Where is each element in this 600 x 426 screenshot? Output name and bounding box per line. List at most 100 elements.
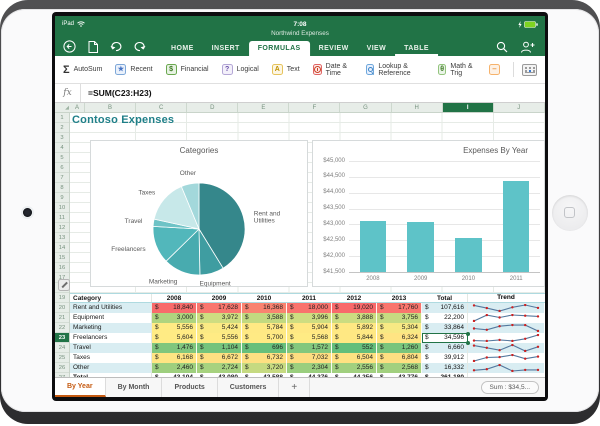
cell-trend-sparkline[interactable] — [468, 323, 544, 333]
cell-trend-sparkline[interactable] — [468, 333, 544, 343]
ribbon-tab-table[interactable]: TABLE — [395, 41, 438, 56]
row-header-9[interactable]: 9 — [55, 193, 69, 203]
cell-category[interactable]: Other — [70, 363, 152, 373]
chart-resize-handle-icon[interactable] — [58, 279, 70, 291]
column-header-B[interactable]: B — [85, 103, 137, 112]
row-header-12[interactable]: 12 — [55, 223, 69, 233]
cell-value[interactable]: $3,720 — [242, 363, 287, 373]
row-header-7[interactable]: 7 — [55, 173, 69, 183]
pie-slice-rent-and-utilities[interactable] — [198, 182, 246, 269]
undo-button[interactable] — [110, 41, 122, 52]
cell-trend-sparkline[interactable] — [468, 363, 544, 373]
row-header-2[interactable]: 2 — [55, 123, 69, 133]
row-header-4[interactable]: 4 — [55, 143, 69, 153]
ribbon-tab-review[interactable]: REVIEW — [318, 45, 349, 52]
cell-value[interactable]: $5,604 — [152, 333, 197, 343]
bar-2008[interactable] — [359, 221, 387, 272]
cell-value[interactable]: $1,572 — [287, 343, 332, 353]
row-header-20[interactable]: 20 — [55, 303, 69, 313]
cell-value[interactable]: $5,700 — [242, 333, 287, 343]
search-icon[interactable] — [496, 41, 508, 53]
column-header-D[interactable]: D — [187, 103, 239, 112]
redo-button[interactable] — [134, 41, 146, 52]
cell-value[interactable]: $2,724 — [197, 363, 242, 373]
cell-value[interactable]: $42,588 — [242, 373, 287, 377]
cell-value[interactable]: $1,104 — [197, 343, 242, 353]
cell-value[interactable]: $44,376 — [287, 373, 332, 377]
cell-total[interactable]: $39,912 — [422, 353, 468, 363]
cell-value[interactable]: $7,032 — [287, 353, 332, 363]
tool-financial[interactable]: $ Financial — [165, 64, 209, 75]
cell-value[interactable]: $18,000 — [287, 303, 332, 313]
cell-title-contoso[interactable]: Contoso Expenses — [72, 114, 175, 126]
row-header-6[interactable]: 6 — [55, 163, 69, 173]
row-header-16[interactable]: 16 — [55, 263, 69, 273]
cell-value[interactable]: $2,568 — [377, 363, 422, 373]
column-header-F[interactable]: F — [289, 103, 341, 112]
table-row-taxes[interactable]: Taxes $6,168 $6,672 $6,732 $7,032 $6,504 $6,80… — [70, 353, 545, 363]
row-header-19[interactable]: 19 — [55, 293, 69, 303]
cell-value[interactable]: $3,996 — [287, 313, 332, 323]
cell-value[interactable]: $17,760 — [377, 303, 422, 313]
cell-value[interactable]: $5,784 — [242, 323, 287, 333]
cell-value[interactable]: $5,568 — [287, 333, 332, 343]
row-header-21[interactable]: 21 — [55, 313, 69, 323]
cell-value[interactable]: $16,368 — [242, 303, 287, 313]
tool-logical[interactable]: ? Logical — [221, 64, 259, 75]
column-header-C[interactable]: C — [136, 103, 188, 112]
add-sheet-button[interactable]: + — [279, 378, 311, 397]
row-header-11[interactable]: 11 — [55, 213, 69, 223]
column-header-A[interactable]: A — [70, 103, 85, 112]
bar-2009[interactable] — [407, 221, 434, 272]
row-header-23[interactable]: 23 — [55, 333, 69, 343]
row-header-27[interactable]: 27 — [55, 373, 69, 378]
formula-bar[interactable]: fx =SUM(C23:H23) — [55, 84, 545, 103]
table-row-travel[interactable]: Travel $1,476 $1,104 $696 $1,572 $552 $1,260 $6… — [70, 343, 545, 353]
row-header-24[interactable]: 24 — [55, 343, 69, 353]
cell-value[interactable]: $6,324 — [377, 333, 422, 343]
cell-category[interactable]: Equipment — [70, 313, 152, 323]
cell-category[interactable]: Travel — [70, 343, 152, 353]
cell-value[interactable]: $5,892 — [332, 323, 377, 333]
column-header-E[interactable]: E — [238, 103, 290, 112]
new-file-button[interactable] — [88, 40, 98, 53]
pie-chart-object[interactable]: Categories Rent and Utilities Equipment Mar… — [90, 140, 308, 288]
cell-value[interactable]: $3,972 — [197, 313, 242, 323]
table-row-freelancers[interactable]: Freelancers $5,604 $5,556 $5,700 $5,568 $5,84… — [70, 333, 545, 343]
cell-value[interactable]: $5,904 — [287, 323, 332, 333]
cell-value[interactable]: $6,672 — [197, 353, 242, 363]
row-header-1[interactable]: 1 — [55, 113, 69, 123]
cell-value[interactable]: $696 — [242, 343, 287, 353]
select-all-corner[interactable]: ◢ — [65, 105, 69, 111]
row-header-14[interactable]: 14 — [55, 243, 69, 253]
cell-value[interactable]: $6,504 — [332, 353, 377, 363]
cell-value[interactable]: $5,424 — [197, 323, 242, 333]
sheet-tab-by-year[interactable]: By Year — [55, 378, 106, 397]
cell-value[interactable]: $6,168 — [152, 353, 197, 363]
ribbon-tab-insert[interactable]: INSERT — [211, 45, 240, 52]
cell-value[interactable]: $6,732 — [242, 353, 287, 363]
cell-value[interactable]: $5,304 — [377, 323, 422, 333]
home-button[interactable] — [552, 195, 588, 231]
cell-category[interactable]: Freelancers — [70, 333, 152, 343]
cell-value[interactable]: $3,888 — [332, 313, 377, 323]
cell-value[interactable]: $6,804 — [377, 353, 422, 363]
cell-value[interactable]: $5,556 — [197, 333, 242, 343]
ribbon-tab-view[interactable]: VIEW — [366, 45, 387, 52]
table-row-equipment[interactable]: Equipment $3,000 $3,972 $3,588 $3,996 $3,888 $… — [70, 313, 545, 323]
cell-value[interactable]: $18,840 — [152, 303, 197, 313]
cell-value[interactable]: $3,756 — [377, 313, 422, 323]
sheet-tab-by-month[interactable]: By Month — [106, 378, 163, 397]
cell-value[interactable]: $3,588 — [242, 313, 287, 323]
cell-category[interactable]: Total — [70, 373, 152, 377]
tool-math-trig[interactable]: θ Math & Trig — [437, 63, 476, 77]
column-header-H[interactable]: H — [392, 103, 443, 112]
ribbon-tab-formulas[interactable]: FORMULAS — [248, 41, 310, 56]
cell-value[interactable]: $43,104 — [152, 373, 197, 377]
expenses-table[interactable]: Category 2008 2009 2010 2011 2012 2013 Total Tre… — [70, 293, 545, 377]
cell-value[interactable]: $44,256 — [332, 373, 377, 377]
tool-date-time[interactable]: Date & Time — [312, 63, 353, 77]
cell-trend-sparkline[interactable] — [468, 303, 544, 313]
row-header-26[interactable]: 26 — [55, 363, 69, 373]
cell-total[interactable]: $6,660 — [422, 343, 468, 353]
